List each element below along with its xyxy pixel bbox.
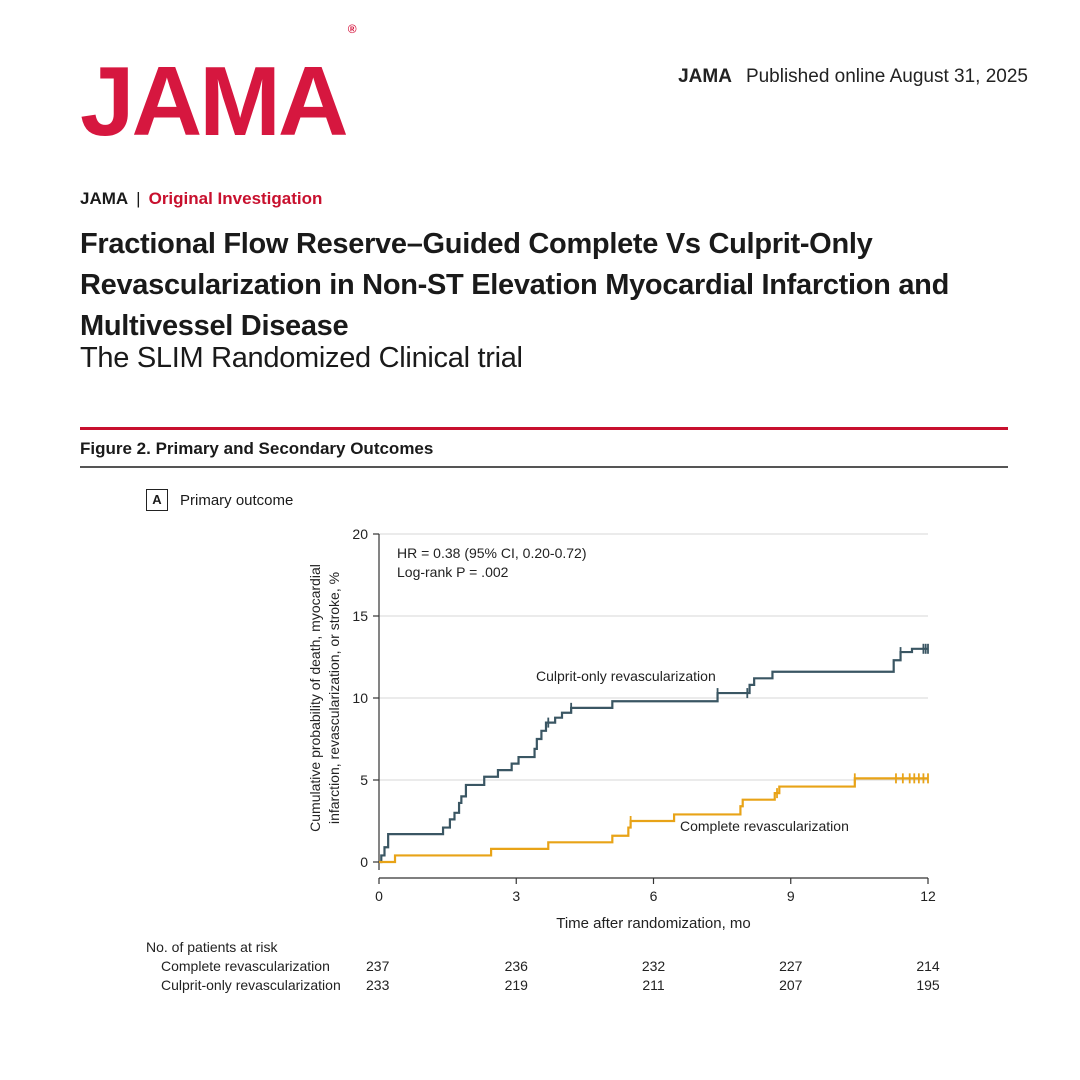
x-tick-label: 3 [512,888,520,904]
stats-annotation: HR = 0.38 (95% CI, 0.20-0.72) [397,545,587,561]
x-tick-label: 0 [375,888,383,904]
risk-table-row-label: Culprit-only revascularization [161,977,341,993]
series-label: Complete revascularization [680,818,849,834]
risk-table-cell: 207 [779,977,803,993]
y-tick-label: 0 [360,854,368,870]
grey-divider [80,466,1008,468]
risk-table-cell: 211 [642,977,665,993]
panel-title: Primary outcome [180,491,294,509]
section-label: Original Investigation [148,189,323,208]
risk-table-cell: 214 [916,958,940,974]
x-tick-label: 9 [787,888,795,904]
publisher-name: JAMA [678,66,732,87]
risk-table-cell: 236 [505,958,529,974]
risk-table-cell: 219 [505,977,529,993]
x-axis-label: Time after randomization, mo [556,915,751,932]
publication-info: JAMA Published online August 31, 2025 [678,66,1028,88]
risk-table-cell: 232 [642,958,666,974]
published-date: Published online August 31, 2025 [745,66,1028,87]
x-tick-label: 6 [650,888,658,904]
registered-mark: ® [347,22,357,37]
y-tick-label: 15 [352,608,368,624]
series-line-0 [379,647,928,864]
logo-text: JAMA [80,46,349,156]
article-kicker: JAMA | Original Investigation [80,189,322,209]
red-divider [80,427,1008,430]
risk-table-row-label: Complete revascularization [161,958,330,974]
kicker-separator: | [136,189,141,208]
series-line-1 [379,777,928,864]
x-tick-label: 12 [920,888,936,904]
y-tick-label: 5 [360,772,368,788]
journal-name: JAMA [80,189,129,208]
figure-title: Figure 2. Primary and Secondary Outcomes [80,439,434,458]
y-axis-label: infarction, revascularization, or stroke… [326,572,342,824]
y-tick-label: 10 [352,690,368,706]
risk-table-cell: 195 [916,977,940,993]
risk-table-cell: 227 [779,958,803,974]
panel-letter: A [146,489,168,511]
article-subtitle: The SLIM Randomized Clinical trial [80,342,523,374]
risk-table-cell: 237 [366,958,390,974]
stats-annotation: Log-rank P = .002 [397,564,509,580]
risk-table-cell: 233 [366,977,390,993]
y-tick-label: 20 [352,526,368,542]
series-label: Culprit-only revascularization [536,668,716,684]
y-axis-label: Cumulative probability of death, myocard… [307,564,323,832]
panel-label: A Primary outcome [146,489,293,511]
jama-logo: JAMA® [80,23,357,150]
risk-table-title: No. of patients at risk [146,939,279,955]
article-title: Fractional Flow Reserve–Guided Complete … [80,228,949,342]
